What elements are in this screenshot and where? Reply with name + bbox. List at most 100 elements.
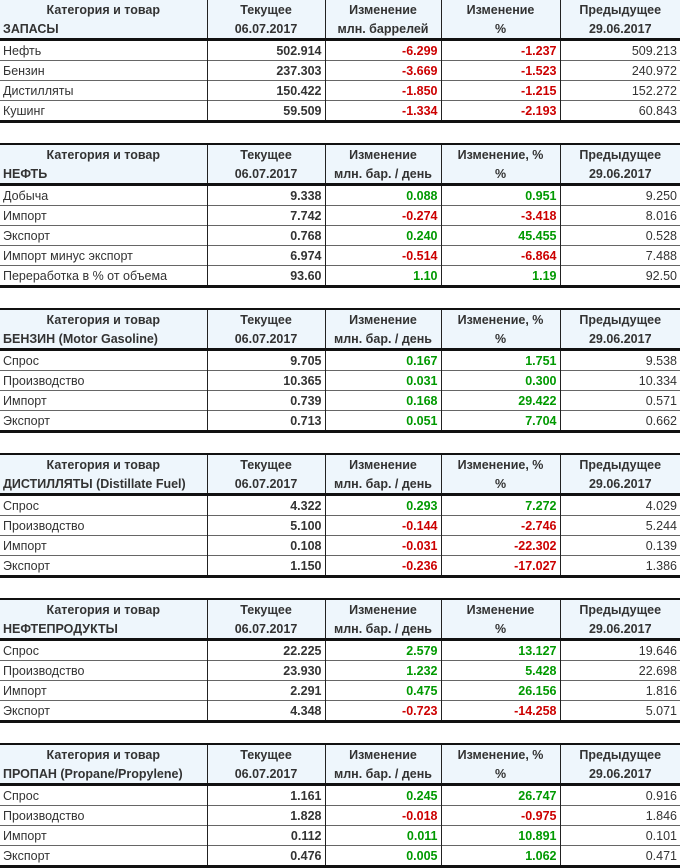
table-row: Спрос 4.322 0.293 7.272 4.029 xyxy=(0,494,680,516)
col-header-previous: Предыдущее xyxy=(559,309,680,329)
change-value: 0.088 xyxy=(324,184,441,206)
previous-date: 29.06.2017 xyxy=(559,329,680,351)
row-name: Экспорт xyxy=(0,225,207,246)
change-value: 0.293 xyxy=(324,494,441,516)
change-pct-value: 7.704 xyxy=(440,410,560,432)
current-value: 22.225 xyxy=(206,639,325,661)
table-3: Категория и товар Текущее Изменение Изменен… xyxy=(0,453,680,578)
row-name: Экспорт xyxy=(0,555,207,577)
change-value: -3.669 xyxy=(324,60,441,81)
change-value: 0.005 xyxy=(324,845,441,867)
current-value: 9.338 xyxy=(206,184,325,206)
col-header-change-pct: Изменение xyxy=(440,0,560,19)
previous-value: 240.972 xyxy=(559,60,680,81)
table-row: Производство 1.828 -0.018 -0.975 1.846 xyxy=(0,805,680,826)
col-header-previous: Предыдущее xyxy=(559,744,680,764)
change-value: 0.167 xyxy=(324,349,441,371)
table-row: Производство 5.100 -0.144 -2.746 5.244 xyxy=(0,515,680,536)
pct-label: % xyxy=(440,619,560,641)
subheader-row: ЗАПАСЫ 06.07.2017 млн. баррелей% 29.06.2017 xyxy=(0,19,680,41)
table-row: Бензин 237.303 -3.669 -1.523 240.972 xyxy=(0,60,680,81)
subheader-row: ПРОПАН (Propane/Propylene) 06.07.2017 млн.… xyxy=(0,764,680,786)
col-header-current: Текущее xyxy=(206,309,325,329)
pct-label: % xyxy=(440,764,560,786)
current-value: 502.914 xyxy=(206,39,325,61)
col-header-change: Изменение xyxy=(324,0,441,19)
change-pct-value: -1.523 xyxy=(440,60,560,81)
change-value: -0.514 xyxy=(324,245,441,266)
current-value: 150.422 xyxy=(206,80,325,101)
row-name: Производство xyxy=(0,370,207,391)
col-header-current: Текущее xyxy=(206,144,325,164)
change-value: -6.299 xyxy=(324,39,441,61)
change-value: -0.723 xyxy=(324,700,441,722)
header-row: Категория и товар Текущее Изменение Изменен… xyxy=(0,744,680,764)
table-row: Спрос 1.161 0.245 26.747 0.916 xyxy=(0,784,680,806)
change-value: 0.475 xyxy=(324,680,441,701)
current-value: 59.509 xyxy=(206,100,325,122)
col-header-category: Категория и товар xyxy=(0,599,207,619)
change-value: -0.018 xyxy=(324,805,441,826)
change-pct-value: 29.422 xyxy=(440,390,560,411)
current-date: 06.07.2017 xyxy=(206,164,325,186)
current-value: 6.974 xyxy=(206,245,325,266)
current-value: 1.150 xyxy=(206,555,325,577)
table-2: Категория и товар Текущее Изменение Изменен… xyxy=(0,308,680,433)
current-value: 0.108 xyxy=(206,535,325,556)
unit-label: млн. бар. / день xyxy=(324,474,441,496)
change-value: 0.245 xyxy=(324,784,441,806)
col-header-category: Категория и товар xyxy=(0,144,207,164)
current-value: 4.348 xyxy=(206,700,325,722)
current-date: 06.07.2017 xyxy=(206,619,325,641)
previous-value: 1.846 xyxy=(559,805,680,826)
previous-date: 29.06.2017 xyxy=(559,619,680,641)
table-row: Импорт 0.108 -0.031 -22.302 0.139 xyxy=(0,535,680,556)
change-pct-value: 10.891 xyxy=(440,825,560,846)
current-value: 4.322 xyxy=(206,494,325,516)
row-name: Производство xyxy=(0,515,207,536)
pct-label: % xyxy=(440,474,560,496)
current-value: 237.303 xyxy=(206,60,325,81)
table-row: Добыча 9.338 0.088 0.951 9.250 xyxy=(0,184,680,206)
row-name: Переработка в % от объема xyxy=(0,265,207,287)
col-header-current: Текущее xyxy=(206,744,325,764)
previous-value: 5.071 xyxy=(559,700,680,722)
section-title: БЕНЗИН (Motor Gasoline) xyxy=(0,329,207,351)
unit-label: млн. бар. / день xyxy=(324,329,441,351)
change-pct-value: -2.746 xyxy=(440,515,560,536)
header-row: Категория и товар Текущее Изменение Изменен… xyxy=(0,144,680,164)
previous-value: 19.646 xyxy=(559,639,680,661)
previous-date: 29.06.2017 xyxy=(559,19,680,41)
change-value: 0.011 xyxy=(324,825,441,846)
col-header-current: Текущее xyxy=(206,0,325,19)
col-header-category: Категория и товар xyxy=(0,744,207,764)
change-pct-value: -6.864 xyxy=(440,245,560,266)
col-header-change-pct: Изменение, % xyxy=(440,309,560,329)
col-header-change-pct: Изменение, % xyxy=(440,144,560,164)
current-value: 0.112 xyxy=(206,825,325,846)
header-row: Категория и товар Текущее Изменение Изменен… xyxy=(0,454,680,474)
col-header-change-pct: Изменение, % xyxy=(440,454,560,474)
change-pct-value: -1.215 xyxy=(440,80,560,101)
table-5: Категория и товар Текущее Изменение Изменен… xyxy=(0,743,680,868)
current-value: 2.291 xyxy=(206,680,325,701)
previous-value: 92.50 xyxy=(559,265,680,287)
unit-label: млн. бар. / день xyxy=(324,619,441,641)
change-value: -0.274 xyxy=(324,205,441,226)
table-row: Экспорт 4.348 -0.723 -14.258 5.071 xyxy=(0,700,680,722)
table-row: Кушинг 59.509 -1.334 -2.193 60.843 xyxy=(0,100,680,122)
table-row: Дистилляты 150.422 -1.850 -1.215 152.272 xyxy=(0,80,680,101)
table-row: Производство 10.365 0.031 0.300 10.334 xyxy=(0,370,680,391)
unit-label: млн. баррелей xyxy=(324,19,441,41)
header-row: Категория и товар Текущее Изменение Изменен… xyxy=(0,599,680,619)
current-date: 06.07.2017 xyxy=(206,329,325,351)
previous-date: 29.06.2017 xyxy=(559,764,680,786)
current-value: 10.365 xyxy=(206,370,325,391)
row-name: Спрос xyxy=(0,494,207,516)
subheader-row: ДИСТИЛЛЯТЫ (Distillate Fuel) 06.07.2017 мл… xyxy=(0,474,680,496)
previous-value: 0.662 xyxy=(559,410,680,432)
col-header-category: Категория и товар xyxy=(0,454,207,474)
change-value: 0.051 xyxy=(324,410,441,432)
change-pct-value: -22.302 xyxy=(440,535,560,556)
header-row: Категория и товар Текущее Изменение Изменен… xyxy=(0,309,680,329)
